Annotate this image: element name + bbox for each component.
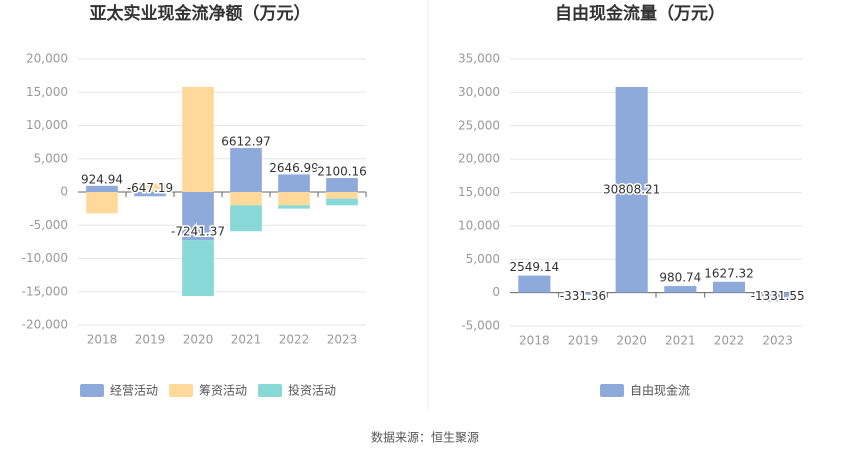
bar bbox=[134, 192, 166, 197]
y-tick-label: -20,000 bbox=[22, 318, 68, 332]
y-tick-label: 15,000 bbox=[26, 85, 68, 99]
bar bbox=[326, 198, 358, 206]
x-tick-label: 2022 bbox=[714, 334, 745, 348]
x-tick-label: 2022 bbox=[279, 333, 310, 347]
value-label: -331.36 bbox=[560, 289, 606, 303]
legend-swatch bbox=[600, 384, 624, 397]
y-tick-label: -5,000 bbox=[29, 218, 68, 232]
value-label: 30808.21 bbox=[603, 182, 660, 196]
bar bbox=[518, 275, 551, 293]
x-tick-label: 2021 bbox=[665, 334, 696, 348]
bar bbox=[278, 205, 310, 209]
legend-swatch bbox=[169, 384, 193, 397]
value-label: 6612.97 bbox=[221, 135, 271, 149]
y-tick-label: 5,000 bbox=[34, 151, 68, 165]
y-tick-label: -5,000 bbox=[461, 319, 500, 333]
chart-title: 亚太实业现金流净额（万元） bbox=[90, 3, 311, 24]
bar bbox=[230, 205, 262, 232]
y-tick-label: -10,000 bbox=[22, 251, 68, 265]
value-label: 980.74 bbox=[659, 271, 701, 285]
bar bbox=[278, 174, 310, 192]
y-tick-label: 10,000 bbox=[458, 218, 500, 232]
value-label: 924.94 bbox=[81, 172, 123, 186]
bar bbox=[278, 192, 310, 206]
y-tick-label: 10,000 bbox=[26, 118, 68, 132]
y-tick-label: 0 bbox=[492, 285, 500, 299]
y-tick-label: 30,000 bbox=[458, 85, 500, 99]
legend-label: 经营活动 bbox=[110, 384, 158, 398]
y-tick-label: 20,000 bbox=[458, 152, 500, 166]
bar bbox=[326, 178, 358, 192]
y-tick-label: 5,000 bbox=[466, 252, 500, 266]
x-tick-label: 2020 bbox=[616, 334, 647, 348]
bar bbox=[182, 192, 214, 241]
x-tick-label: 2018 bbox=[87, 333, 118, 347]
bar bbox=[182, 240, 214, 297]
bar bbox=[86, 192, 118, 214]
value-label: -647.19 bbox=[127, 181, 173, 195]
y-tick-label: -15,000 bbox=[22, 284, 68, 298]
bar bbox=[326, 192, 358, 199]
x-tick-label: 2018 bbox=[519, 334, 550, 348]
bar bbox=[134, 183, 166, 192]
bar bbox=[615, 86, 648, 293]
source: 数据来源：恒生聚源 bbox=[371, 430, 479, 445]
legend-swatch bbox=[80, 384, 104, 397]
bar bbox=[182, 86, 214, 192]
legend-swatch bbox=[258, 384, 282, 397]
chart-title: 自由现金流量（万元） bbox=[555, 3, 725, 24]
value-label: 2100.16 bbox=[317, 165, 367, 179]
value-label: 1627.32 bbox=[704, 266, 754, 280]
bar bbox=[712, 281, 746, 293]
value-label: 2549.14 bbox=[510, 260, 560, 274]
value-label: -7241.37 bbox=[171, 225, 225, 239]
bar bbox=[230, 148, 262, 192]
y-tick-label: 35,000 bbox=[458, 52, 500, 66]
y-tick-label: 15,000 bbox=[458, 185, 500, 199]
legend-label: 投资活动 bbox=[288, 383, 336, 398]
x-tick-label: 2021 bbox=[231, 333, 262, 347]
x-tick-label: 2023 bbox=[327, 333, 358, 347]
bar bbox=[86, 185, 118, 192]
y-tick-label: 25,000 bbox=[458, 118, 500, 132]
x-tick-label: 2023 bbox=[762, 334, 793, 348]
x-tick-label: 2019 bbox=[568, 334, 599, 348]
value-label: 2646.99 bbox=[269, 161, 319, 175]
x-tick-label: 2020 bbox=[183, 333, 214, 347]
bar bbox=[230, 192, 262, 206]
bar bbox=[761, 292, 794, 302]
value-label: -1331.55 bbox=[751, 289, 805, 303]
bar bbox=[566, 292, 600, 295]
y-tick-label: 20,000 bbox=[26, 52, 68, 66]
legend-label: 自由现金流 bbox=[630, 383, 690, 398]
y-tick-label: 0 bbox=[60, 185, 68, 199]
x-tick-label: 2019 bbox=[135, 333, 166, 347]
legend-label: 筹资活动 bbox=[199, 384, 247, 398]
bar bbox=[664, 286, 697, 293]
